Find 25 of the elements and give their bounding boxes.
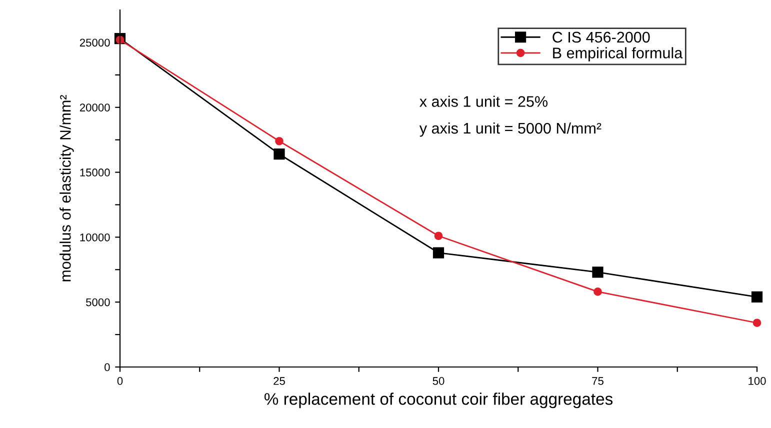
x-tick-label: 0 (117, 377, 123, 385)
point (434, 232, 443, 240)
point (594, 288, 602, 296)
point (432, 247, 444, 258)
y-tick-label: 0 (104, 363, 110, 372)
point (275, 136, 284, 146)
x-tick-label: 50 (432, 377, 444, 385)
y-tick-label: 10000 (80, 233, 110, 242)
annotation: x axis 1 unit = 25% (420, 96, 548, 107)
point (751, 291, 763, 302)
point (592, 266, 604, 278)
y-axis-title: modulus of elasticity N/mm² (60, 94, 74, 282)
y-tick-label: 20000 (80, 104, 110, 112)
x-tick-label: 75 (592, 377, 604, 385)
y-tick-label: 15000 (80, 168, 110, 176)
x-tick-label: 100 (748, 377, 766, 385)
y-tick-label: 5000 (86, 298, 110, 306)
legend-label: B empirical formula (553, 47, 683, 62)
x-tick-label: 25 (274, 377, 285, 385)
x-axis-title: % replacement of coconut coir fiber aggregates (264, 392, 613, 408)
legend-label: C IS 456-2000 (552, 32, 650, 43)
y-tick-label: 25000 (80, 38, 110, 47)
annotation: y axis 1 unit = 5000 N/mm² (419, 122, 602, 137)
point (274, 148, 285, 160)
point (752, 318, 762, 328)
